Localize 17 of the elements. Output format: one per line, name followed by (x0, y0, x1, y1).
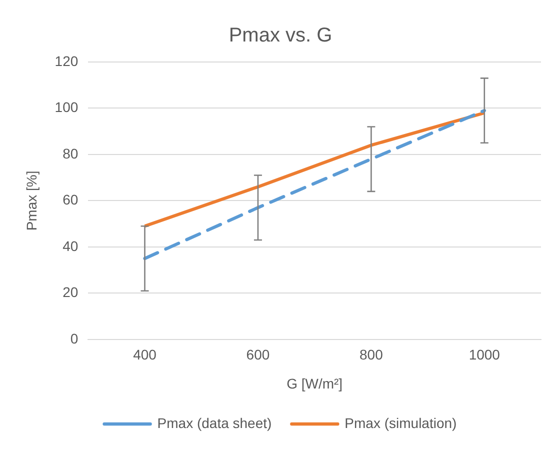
legend-label: Pmax (data sheet) (157, 414, 272, 431)
y-tick-label: 0 (70, 330, 78, 346)
chart-title: Pmax vs. G (228, 24, 332, 47)
x-tick-label: 1000 (468, 346, 500, 363)
y-tick-label: 40 (62, 238, 78, 254)
y-axis-title: Pmax [%] (23, 170, 40, 231)
y-tick-label: 80 (62, 145, 78, 162)
y-tick-label: 20 (62, 284, 78, 300)
x-tick-label: 800 (360, 346, 384, 363)
y-tick-label: 100 (54, 99, 78, 116)
x-tick-label: 600 (246, 346, 270, 363)
x-axis-title: G [W/m²] (286, 375, 343, 392)
y-tick-label: 60 (62, 192, 78, 208)
legend-label: Pmax (simulation) (344, 414, 457, 431)
y-tick-label: 120 (54, 52, 78, 69)
x-tick-label: 400 (133, 346, 157, 363)
line-series (143, 108, 486, 260)
